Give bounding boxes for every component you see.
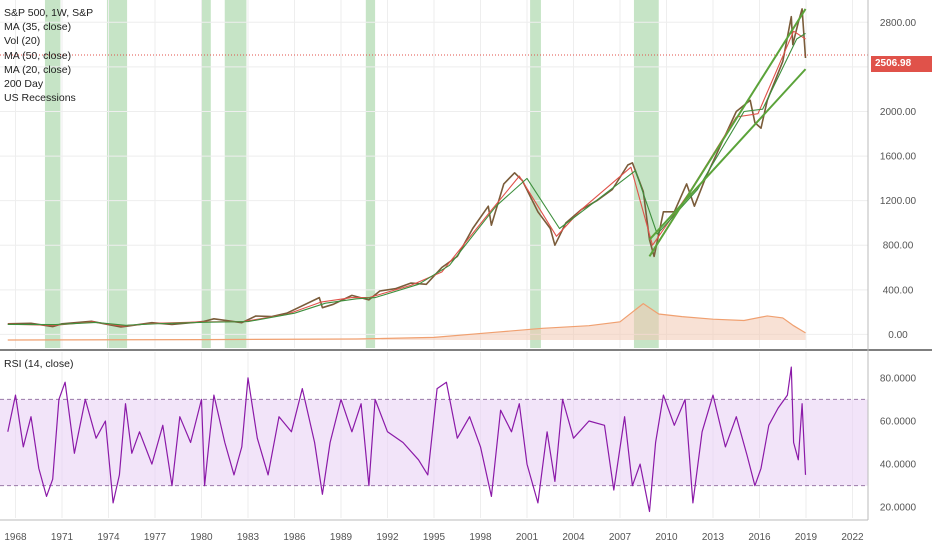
volume-fill <box>7 303 806 340</box>
year-tick-label: 2016 <box>748 532 771 543</box>
price-tick-label: 2800.00 <box>880 18 917 29</box>
year-tick-label: 1968 <box>4 532 27 543</box>
legend-200-day[interactable]: 200 Day <box>4 78 44 91</box>
trendline-1 <box>648 68 807 241</box>
recession-band-1 <box>106 0 128 348</box>
rsi-pane <box>0 366 868 513</box>
year-tick-label: 1974 <box>97 532 120 543</box>
recession-band-3 <box>224 0 247 348</box>
year-tick-label: 1992 <box>376 532 399 543</box>
chart-legend: S&P 500, 1W, S&P MA (35, close) Vol (20)… <box>4 6 93 105</box>
price-tick-label: 400.00 <box>883 285 914 296</box>
year-tick-label: 1971 <box>51 532 74 543</box>
axes: 0.00400.00800.001200.001600.002000.00240… <box>0 0 932 543</box>
rsi-tick-label: 60.0000 <box>880 416 917 427</box>
price-tick-label: 2000.00 <box>880 107 917 118</box>
legend-ma50[interactable]: MA (50, close) <box>4 49 72 62</box>
rsi-line <box>7 366 807 513</box>
year-tick-label: 1986 <box>283 532 306 543</box>
volume-ma-line <box>7 302 806 341</box>
recession-band-4 <box>365 0 376 348</box>
legend-us-recessions[interactable]: US Recessions <box>4 92 76 105</box>
series-line-2 <box>7 32 806 326</box>
year-tick-label: 1980 <box>190 532 213 543</box>
series-line-1 <box>7 30 806 327</box>
year-tick-label: 1983 <box>237 532 260 543</box>
year-tick-label: 2019 <box>795 532 818 543</box>
recession-band-2 <box>201 0 211 348</box>
price-tick-label: 1200.00 <box>880 196 917 207</box>
recession-band-0 <box>44 0 61 348</box>
legend-ma20[interactable]: MA (20, close) <box>4 63 72 76</box>
legend-symbol[interactable]: S&P 500, 1W, S&P <box>4 7 94 19</box>
recession-shading <box>44 0 659 348</box>
year-tick-label: 2010 <box>655 532 678 543</box>
year-tick-label: 1977 <box>144 532 167 543</box>
legend-volume[interactable]: Vol (20) <box>4 35 41 48</box>
year-tick-label: 2013 <box>702 532 725 543</box>
year-tick-label: 2004 <box>562 532 585 543</box>
rsi-title[interactable]: RSI (14, close) <box>4 358 74 370</box>
year-tick-label: 2007 <box>609 532 632 543</box>
recession-band-6 <box>633 0 659 348</box>
year-tick-label: 1998 <box>469 532 492 543</box>
year-tick-label: 1995 <box>423 532 446 543</box>
series-line-0 <box>7 8 807 328</box>
recession-band-5 <box>530 0 541 348</box>
trendlines <box>648 8 807 257</box>
trendline-0 <box>648 8 807 257</box>
last-price-tag: 2506.98 <box>871 56 932 72</box>
volume-area <box>7 302 806 341</box>
legend-ma35[interactable]: MA (35, close) <box>4 21 72 34</box>
price-tick-label: 800.00 <box>883 241 914 252</box>
rsi-tick-label: 40.0000 <box>880 460 917 471</box>
price-tick-label: 0.00 <box>888 330 908 341</box>
year-tick-label: 2001 <box>516 532 539 543</box>
price-tick-label: 1600.00 <box>880 152 917 163</box>
year-tick-label: 2022 <box>841 532 864 543</box>
rsi-tick-label: 80.0000 <box>880 373 917 384</box>
year-tick-label: 1989 <box>330 532 353 543</box>
rsi-tick-label: 20.0000 <box>880 503 917 514</box>
